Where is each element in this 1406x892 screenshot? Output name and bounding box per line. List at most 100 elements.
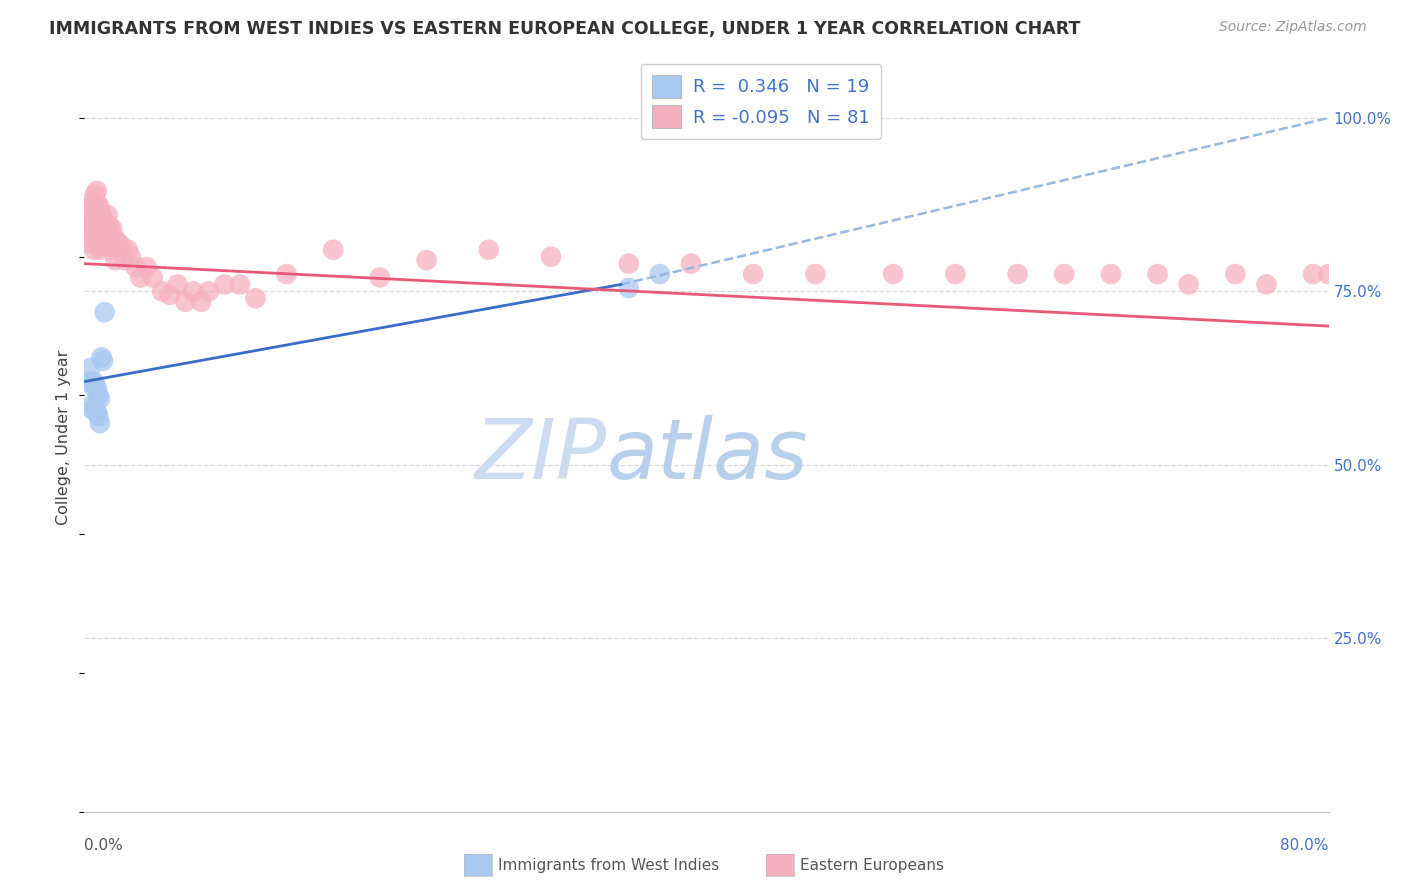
Point (89, 243, 111, 257)
Point (82, 378, 104, 392)
Point (89, 416, 111, 430)
Point (84, 228, 107, 243)
Point (82, 402, 104, 417)
Point (159, 288, 181, 302)
Point (1333, 267, 1355, 281)
Point (125, 260, 148, 274)
Legend: R =  0.346   N = 19, R = -0.095   N = 81: R = 0.346 N = 19, R = -0.095 N = 81 (641, 64, 880, 139)
Text: IMMIGRANTS FROM WEST INDIES VS EASTERN EUROPEAN COLLEGE, UNDER 1 YEAR CORRELATIO: IMMIGRANTS FROM WEST INDIES VS EASTERN E… (49, 20, 1081, 37)
Point (79, 222, 101, 236)
Point (87, 197, 110, 211)
Text: ZIP: ZIP (475, 416, 607, 496)
Point (111, 239, 134, 253)
Point (135, 260, 157, 274)
Point (84, 187, 107, 202)
Y-axis label: College, Under 1 year: College, Under 1 year (56, 350, 72, 524)
Point (1317, 267, 1340, 281)
Point (84, 208, 107, 222)
Point (83, 243, 105, 257)
Point (100, 226, 122, 240)
Point (198, 285, 221, 299)
Point (86, 184, 108, 198)
Point (181, 285, 204, 299)
Point (94, 219, 117, 233)
Point (86, 204, 108, 219)
Point (174, 294, 197, 309)
Point (101, 222, 124, 236)
Point (89, 201, 111, 215)
Point (82, 194, 104, 209)
Point (77, 201, 100, 215)
Point (107, 235, 129, 250)
Point (76, 235, 98, 250)
Point (742, 267, 765, 281)
Point (104, 253, 127, 268)
Point (90, 351, 112, 365)
Point (1302, 267, 1324, 281)
Point (129, 270, 152, 285)
Point (83, 201, 105, 215)
Point (882, 267, 904, 281)
Point (91, 232, 114, 246)
Point (90, 228, 112, 243)
Point (190, 294, 212, 309)
Point (276, 267, 298, 281)
Point (84, 378, 107, 392)
Point (1053, 267, 1076, 281)
Point (94, 239, 117, 253)
Point (1256, 277, 1278, 292)
Point (87, 409, 110, 424)
Point (945, 267, 967, 281)
Point (87, 388, 110, 402)
Point (91, 211, 114, 226)
Point (114, 253, 136, 268)
Point (77, 375, 100, 389)
Point (82, 215, 104, 229)
Point (245, 291, 267, 305)
Text: Immigrants from West Indies: Immigrants from West Indies (498, 858, 718, 872)
Point (1225, 267, 1247, 281)
Text: 0.0%: 0.0% (84, 838, 124, 853)
Point (322, 243, 344, 257)
Point (86, 382, 108, 396)
Point (97, 208, 120, 222)
Point (93, 235, 115, 250)
Text: atlas: atlas (607, 416, 808, 496)
Point (83, 222, 105, 236)
Text: 80.0%: 80.0% (1281, 838, 1329, 853)
Point (368, 270, 391, 285)
Point (540, 250, 562, 264)
Point (1099, 267, 1122, 281)
Point (79, 208, 101, 222)
Point (90, 208, 112, 222)
Point (87, 219, 110, 233)
Point (229, 277, 252, 292)
Point (617, 281, 640, 295)
Point (93, 305, 115, 319)
Point (804, 267, 827, 281)
Point (150, 285, 173, 299)
Point (77, 228, 100, 243)
Point (1348, 281, 1371, 295)
Point (117, 243, 139, 257)
Point (1364, 281, 1386, 295)
Point (89, 392, 111, 406)
Point (120, 250, 142, 264)
Point (83, 375, 105, 389)
Point (166, 277, 188, 292)
Point (89, 222, 111, 236)
Point (679, 257, 702, 271)
Point (86, 406, 108, 420)
Text: Eastern Europeans: Eastern Europeans (800, 858, 943, 872)
Point (79, 360, 101, 375)
Point (98, 239, 121, 253)
Point (87, 239, 110, 253)
Point (91, 353, 114, 368)
Point (97, 228, 120, 243)
Point (478, 243, 501, 257)
Point (648, 267, 671, 281)
Point (98, 219, 121, 233)
Point (84, 402, 107, 417)
Point (1146, 267, 1168, 281)
Point (1007, 267, 1029, 281)
